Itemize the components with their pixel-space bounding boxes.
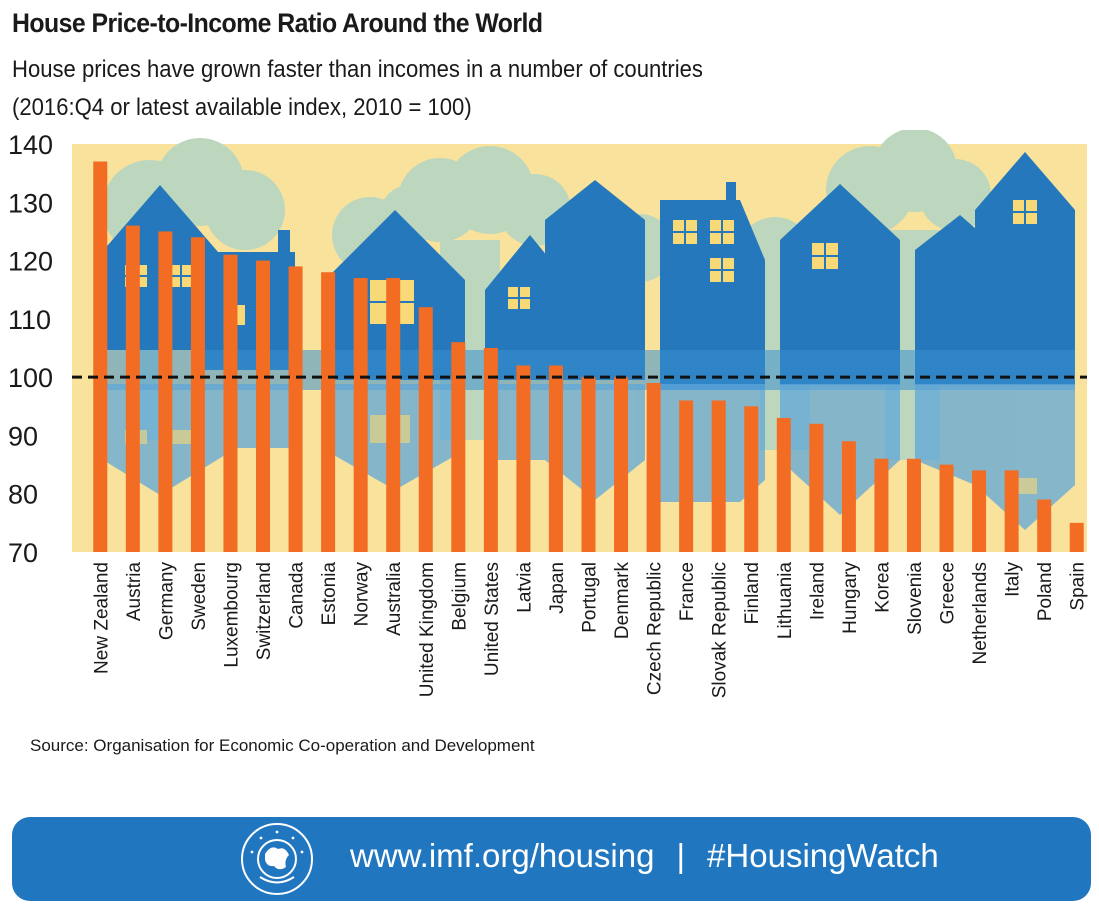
bars — [93, 161, 1084, 552]
x-tick-label: Australia — [384, 562, 405, 636]
bar-sweden — [190, 237, 205, 552]
bar-ireland — [809, 423, 824, 552]
source-note: Source: Organisation for Economic Co-ope… — [30, 736, 535, 755]
x-tick-label: Hungary — [840, 562, 861, 634]
bar-finland — [744, 406, 759, 552]
bar-estonia — [321, 272, 336, 552]
x-tick-label: Luxembourg — [221, 562, 242, 668]
imf-seal-logo — [241, 823, 313, 895]
x-tick-label: Korea — [872, 562, 893, 613]
footer-separator: | — [676, 837, 686, 874]
bar-latvia — [516, 365, 531, 552]
x-tick-label: Estonia — [319, 562, 340, 626]
bar-germany — [158, 231, 173, 552]
bar-luxembourg — [223, 254, 238, 552]
x-tick-label: Netherlands — [970, 562, 991, 664]
footer-banner: www.imf.org/housing | #HousingWatch — [12, 817, 1091, 901]
chart-subtitle: House prices have grown faster than inco… — [12, 56, 703, 83]
x-tick-label: Slovak Republic — [710, 562, 731, 698]
bar-austria — [125, 225, 140, 552]
x-tick-label: Spain — [1068, 562, 1089, 611]
x-axis-labels: New Zealand Austria Germany Sweden Luxembour… — [91, 562, 1088, 699]
x-tick-label: Norway — [352, 562, 373, 627]
x-tick-label: Poland — [1035, 562, 1056, 621]
x-tick-label: France — [677, 562, 698, 621]
y-axis: 70 80 90 100 110 120 130 140 — [8, 130, 53, 568]
footer-url-link[interactable]: www.imf.org/housing — [350, 837, 655, 874]
bar-hungary — [841, 441, 856, 552]
x-tick-label: Czech Republic — [645, 562, 666, 695]
x-tick-label: New Zealand — [91, 562, 112, 674]
bar-korea — [874, 458, 889, 552]
bar-greece — [939, 464, 954, 552]
y-tick-label: 80 — [8, 480, 38, 510]
bar-denmark — [614, 377, 629, 552]
y-tick-label: 140 — [8, 130, 53, 160]
x-tick-label: Portugal — [580, 562, 601, 633]
x-tick-label: Japan — [547, 562, 568, 614]
y-tick-label: 90 — [8, 421, 38, 451]
x-tick-label: Canada — [287, 562, 308, 629]
bar-united-kingdom — [418, 307, 433, 552]
bar-netherlands — [972, 470, 987, 552]
bar-france — [679, 400, 694, 552]
x-tick-label: Germany — [156, 562, 177, 641]
x-tick-label: Ireland — [807, 562, 828, 620]
bar-poland — [1037, 499, 1052, 552]
bar-portugal — [581, 377, 596, 552]
x-tick-label: Italy — [1003, 562, 1024, 597]
x-tick-label: Sweden — [189, 562, 210, 631]
chart-note: (2016:Q4 or latest available index, 2010… — [12, 94, 472, 121]
x-tick-label: Switzerland — [254, 562, 275, 660]
bar-italy — [1004, 470, 1019, 552]
bar-norway — [353, 278, 368, 552]
x-tick-label: United Kingdom — [417, 562, 438, 697]
bar-czech-republic — [646, 382, 661, 552]
x-tick-label: Slovenia — [905, 562, 926, 635]
x-tick-label: United States — [482, 562, 503, 676]
footer-hashtag-link[interactable]: #HousingWatch — [707, 837, 939, 874]
bar-chart: 70 80 90 100 110 120 130 140 New Zealand Austria… — [8, 130, 1089, 699]
bar-slovenia — [906, 458, 921, 552]
y-tick-label: 110 — [8, 305, 51, 335]
bar-lithuania — [776, 417, 791, 552]
chart-title: House Price-to-Income Ratio Around the W… — [12, 8, 543, 38]
y-tick-label: 130 — [8, 188, 53, 218]
y-tick-label: 100 — [8, 363, 53, 393]
bar-canada — [288, 266, 303, 552]
x-tick-label: Finland — [742, 562, 763, 624]
bar-switzerland — [256, 260, 271, 552]
bar-japan — [548, 365, 563, 552]
bar-new-zealand — [93, 161, 108, 552]
bar-australia — [386, 278, 401, 552]
bar-belgium — [451, 342, 466, 552]
bar-slovak-republic — [711, 400, 726, 552]
y-tick-label: 120 — [8, 247, 53, 277]
footer-links: www.imf.org/housing | #HousingWatch — [350, 837, 939, 875]
x-tick-label: Denmark — [612, 562, 633, 640]
x-tick-label: Greece — [938, 562, 959, 624]
x-tick-label: Austria — [124, 562, 145, 622]
y-tick-label: 70 — [8, 538, 38, 568]
bar-united-states — [483, 348, 498, 552]
x-tick-label: Lithuania — [775, 562, 796, 640]
x-tick-label: Latvia — [514, 562, 535, 613]
x-tick-label: Belgium — [449, 562, 470, 631]
bar-spain — [1069, 522, 1084, 552]
